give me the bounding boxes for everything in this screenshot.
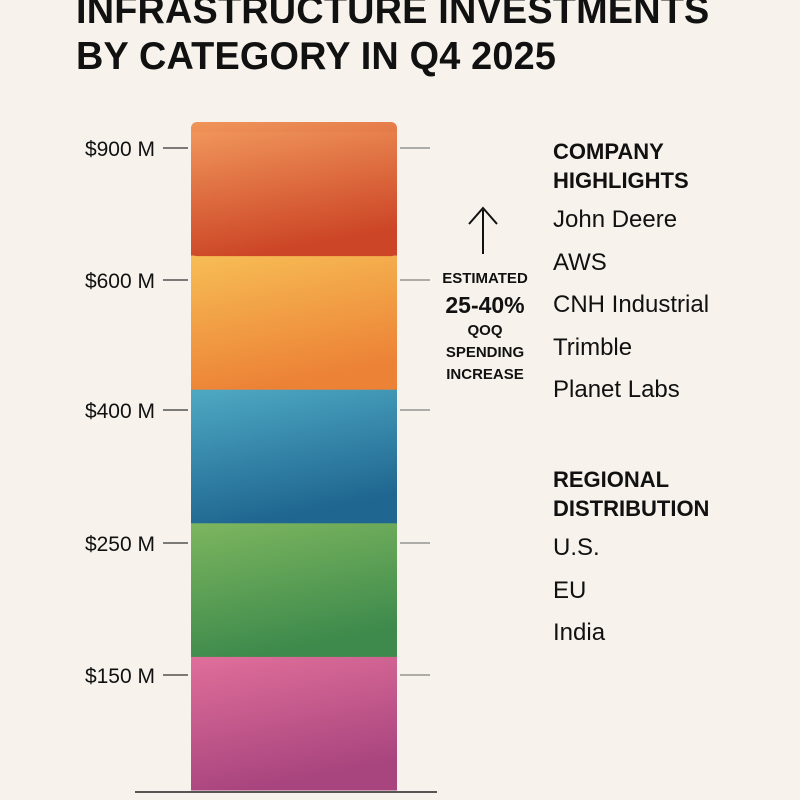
list-item: CNH Industrial — [553, 291, 710, 318]
company-highlights-heading: COMPANY HIGHLIGHTS — [553, 137, 709, 195]
growth-annotation: ESTIMATED 25-40% QOQ SPENDING INCREASE — [430, 268, 540, 386]
title-line-1: INFRASTRUCTURE INVESTMENTS — [76, 0, 710, 32]
bar-segment — [191, 656, 397, 791]
title-line-2: BY CATEGORY IN Q4 2025 — [76, 35, 557, 78]
list-item: EU — [553, 576, 587, 604]
regional-distribution: REGIONAL DISTRIBUTION U.S. EU India — [553, 465, 709, 655]
list-item: John Deere — [553, 206, 678, 233]
bar-segment — [191, 255, 397, 390]
y-tick-label: $250 M — [85, 533, 155, 556]
bar-segment — [191, 389, 397, 524]
heading-line: DISTRIBUTION — [553, 496, 710, 521]
list-item: Trimble — [553, 333, 633, 361]
annotation-line: SPENDING — [445, 344, 525, 361]
company-highlights: COMPANY HIGHLIGHTS John Deere AWS CNH In… — [553, 137, 709, 412]
annotation-line: INCREASE — [446, 366, 524, 383]
y-tick-label: $150 M — [85, 665, 155, 688]
y-tick-label: $900 M — [85, 138, 155, 161]
y-tick-label: $600 M — [85, 270, 155, 293]
bar-segment — [191, 522, 397, 657]
annotation-line: ESTIMATED — [442, 270, 528, 287]
annotation-percent: 25-40% — [445, 292, 525, 318]
list-item: AWS — [553, 248, 607, 276]
list-item: Planet Labs — [553, 376, 680, 403]
heading-line: HIGHLIGHTS — [553, 168, 689, 193]
heading-line: REGIONAL — [553, 467, 670, 492]
annotation-line: QOQ — [467, 322, 503, 339]
regional-distribution-heading: REGIONAL DISTRIBUTION — [553, 465, 709, 523]
y-tick-label: $400 M — [85, 400, 155, 423]
list-item: U.S. — [553, 534, 600, 561]
arrow-up-icon-head — [468, 206, 498, 225]
chart-title: INFRASTRUCTURE INVESTMENTS BY CATEGORY I… — [76, 0, 709, 80]
list-item: India — [553, 619, 606, 646]
heading-line: COMPANY — [553, 139, 664, 164]
bar-segment-fill — [191, 132, 397, 256]
